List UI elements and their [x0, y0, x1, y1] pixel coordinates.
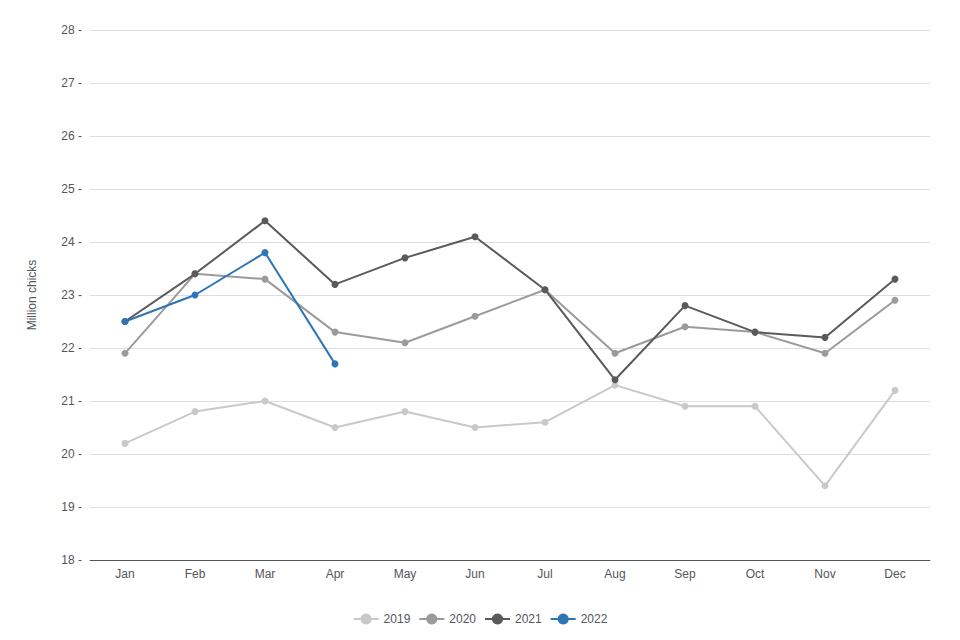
svg-text:20 -: 20 -	[61, 447, 82, 461]
svg-text:Million chicks: Million chicks	[25, 260, 39, 331]
svg-text:Aug: Aug	[604, 567, 625, 581]
svg-text:2022: 2022	[581, 612, 608, 626]
svg-text:Dec: Dec	[884, 567, 905, 581]
svg-text:27 -: 27 -	[61, 76, 82, 90]
svg-text:Nov: Nov	[814, 567, 835, 581]
svg-text:21 -: 21 -	[61, 394, 82, 408]
svg-text:2021: 2021	[515, 612, 542, 626]
svg-text:Oct: Oct	[746, 567, 765, 581]
svg-text:2019: 2019	[384, 612, 411, 626]
svg-text:25 -: 25 -	[61, 182, 82, 196]
svg-text:19 -: 19 -	[61, 500, 82, 514]
svg-text:Sep: Sep	[674, 567, 696, 581]
svg-text:24 -: 24 -	[61, 235, 82, 249]
svg-text:22 -: 22 -	[61, 341, 82, 355]
svg-text:Jul: Jul	[537, 567, 552, 581]
svg-text:26 -: 26 -	[61, 129, 82, 143]
svg-text:28 -: 28 -	[61, 23, 82, 37]
svg-text:May: May	[394, 567, 417, 581]
svg-text:18 -: 18 -	[61, 553, 82, 567]
svg-text:Jun: Jun	[465, 567, 484, 581]
svg-text:23 -: 23 -	[61, 288, 82, 302]
svg-text:2020: 2020	[449, 612, 476, 626]
svg-text:Apr: Apr	[326, 567, 345, 581]
svg-text:Jan: Jan	[115, 567, 134, 581]
svg-text:Feb: Feb	[185, 567, 206, 581]
svg-text:Mar: Mar	[255, 567, 276, 581]
